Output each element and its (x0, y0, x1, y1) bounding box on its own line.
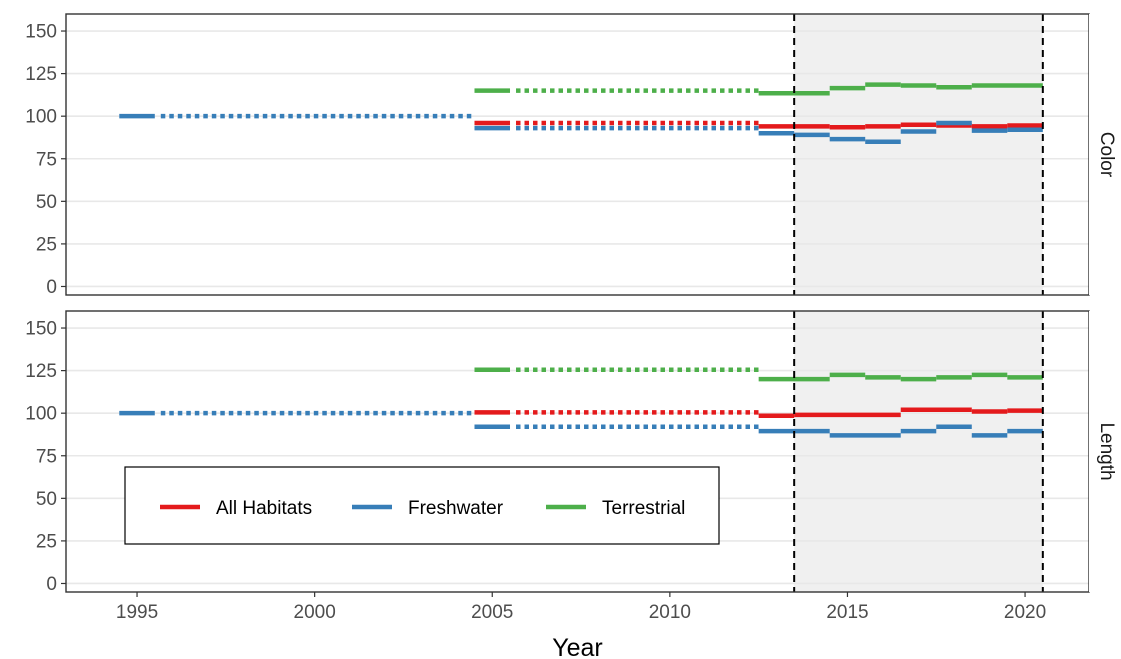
y-tick-label-color: 0 (46, 277, 57, 298)
x-tick-label: 1995 (116, 602, 158, 623)
x-axis-title: Year (552, 634, 603, 659)
legend: All Habitats Freshwater Terrestrial (124, 466, 720, 545)
legend-label-terrestrial: Terrestrial (602, 498, 685, 519)
y-tick-label-length: 150 (25, 319, 57, 340)
x-tick-label: 2005 (471, 602, 513, 623)
panel-color-strip-label: Color (1096, 132, 1117, 178)
x-tick-label: 2000 (294, 602, 336, 623)
y-tick-label-length: 50 (36, 489, 57, 510)
y-tick-label-color: 25 (36, 234, 57, 255)
y-tick-label-length: 100 (25, 404, 57, 425)
panel-length-strip-label: Length (1096, 422, 1117, 480)
y-tick-label-color: 125 (25, 64, 57, 85)
legend-label-freshwater: Freshwater (408, 498, 504, 519)
y-tick-label-color: 100 (25, 107, 57, 128)
y-tick-label-color: 150 (25, 22, 57, 43)
x-tick-label: 2010 (649, 602, 691, 623)
y-tick-label-color: 75 (36, 149, 57, 170)
panel-length-strip (1089, 311, 1121, 592)
x-tick-label: 2015 (826, 602, 868, 623)
y-tick-label-length: 0 (46, 574, 57, 595)
shaded-period-length (794, 311, 1043, 592)
legend-box (124, 466, 720, 545)
y-tick-label-length: 25 (36, 531, 57, 552)
legend-label-all-habitats: All Habitats (216, 498, 312, 519)
panel-color-strip (1089, 14, 1121, 295)
shaded-period-color (794, 14, 1043, 295)
x-axis: 1995 2000 2005 2010 2015 2020 (116, 592, 1046, 623)
y-tick-label-length: 75 (36, 446, 57, 467)
y-tick-label-length: 125 (25, 361, 57, 382)
y-tick-label-color: 50 (36, 192, 57, 213)
panel-color: 0 25 50 75 100 125 150 Color (25, 13, 1121, 298)
panel-length: 0 25 50 75 100 125 150 Length (25, 310, 1121, 595)
x-tick-label: 2020 (1004, 602, 1046, 623)
